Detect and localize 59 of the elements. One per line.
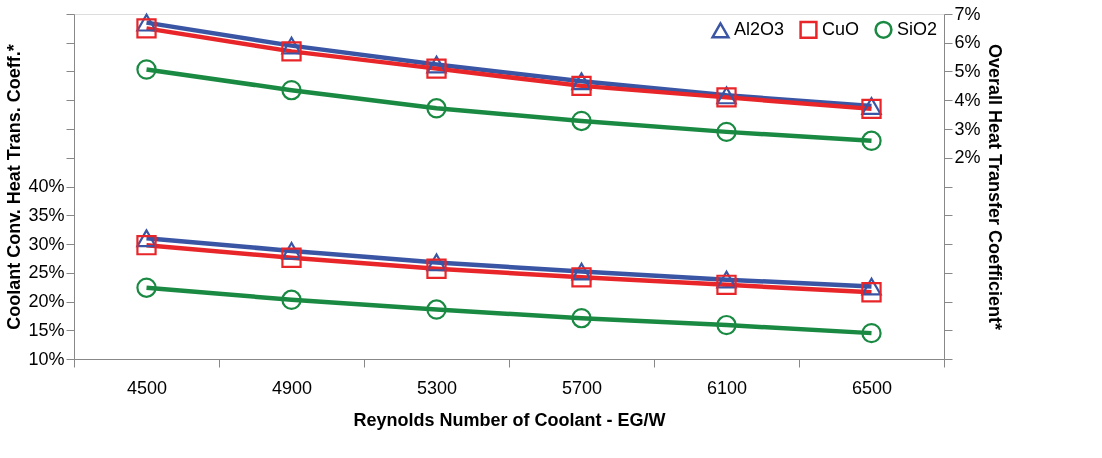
point <box>426 58 447 79</box>
point <box>571 262 592 281</box>
point <box>136 234 157 256</box>
point <box>861 98 882 120</box>
x-tick-label: 6100 <box>706 377 748 398</box>
point <box>426 258 447 279</box>
point <box>281 241 302 260</box>
y-tick-label: 30% <box>28 233 65 254</box>
point <box>136 13 157 32</box>
point <box>281 289 302 310</box>
point <box>136 277 157 298</box>
y2-tick-label: 2% <box>954 147 981 168</box>
point <box>861 130 882 151</box>
y-tick-label: 40% <box>28 176 65 196</box>
x-tick-label: 4900 <box>271 377 313 398</box>
y2-tick-label: 6% <box>954 32 981 53</box>
y2-tick-label: 4% <box>954 89 981 110</box>
y2-axis-title: Overall Heat Transfer Coefficient* <box>984 43 1005 331</box>
point <box>571 110 592 132</box>
y-tick-label: 10% <box>28 348 65 369</box>
point <box>136 18 157 39</box>
legend-label: SiO2 <box>897 18 938 39</box>
point <box>426 55 447 74</box>
legend-label: Al2O3 <box>734 19 785 40</box>
point <box>571 72 592 91</box>
point <box>861 97 882 115</box>
y-tick-label: 20% <box>28 291 65 311</box>
point <box>426 253 447 272</box>
x-tick-label: 5300 <box>416 377 458 398</box>
x-axis-title: Reynolds Number of Coolant - EG/W <box>353 409 666 430</box>
x-tick-label: 5700 <box>561 377 603 398</box>
y2-tick-label: 7% <box>954 3 981 24</box>
legend-label: CuO <box>822 18 860 39</box>
point <box>861 282 882 303</box>
point <box>281 247 302 268</box>
point <box>861 277 882 296</box>
point <box>571 75 592 97</box>
y-tick-label: 35% <box>28 204 65 225</box>
point <box>716 121 737 143</box>
y2-tick-label: 3% <box>954 118 981 139</box>
y-tick-label: 25% <box>28 262 65 283</box>
y-axis-title: Coolant Conv. Heat Trans. Coeff.* <box>4 44 25 330</box>
y-tick-label: 15% <box>28 319 65 340</box>
point <box>571 308 592 329</box>
point <box>136 229 157 248</box>
point <box>571 267 592 288</box>
point <box>426 98 447 119</box>
point <box>281 80 302 101</box>
y2-tick-label: 5% <box>954 61 981 81</box>
point <box>281 41 302 62</box>
point <box>136 59 157 80</box>
x-tick-label: 6500 <box>851 377 893 398</box>
x-tick-label: 4500 <box>126 377 168 398</box>
point <box>281 36 302 55</box>
point <box>716 274 737 296</box>
point <box>716 314 737 336</box>
point <box>426 299 447 320</box>
point <box>716 270 737 289</box>
point <box>861 322 882 344</box>
